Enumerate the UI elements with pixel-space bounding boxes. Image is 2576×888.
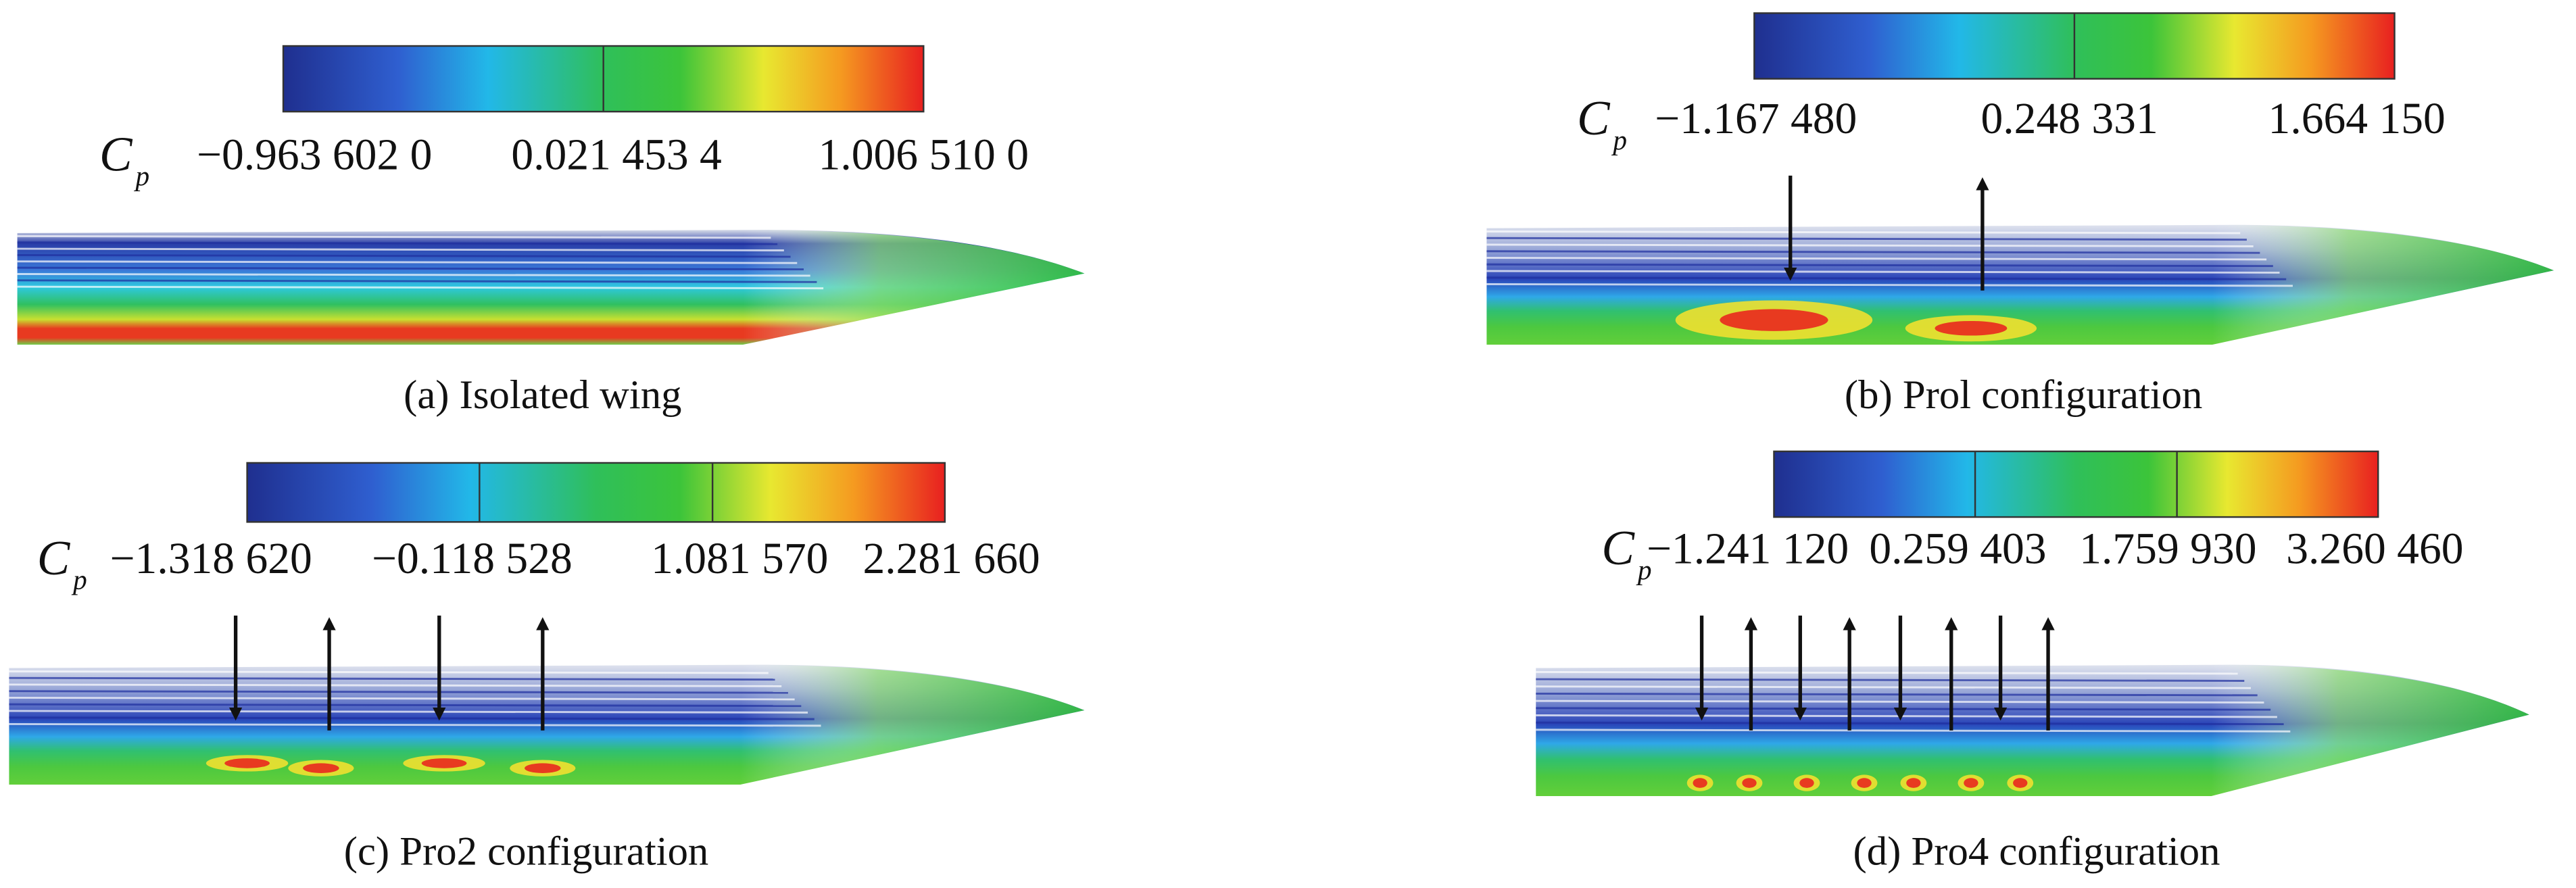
colorbar-label: 1.006 510 0 <box>819 131 1029 180</box>
streamline <box>9 670 769 674</box>
colorbar-label: −1.241 120 <box>1647 525 1849 574</box>
streamline <box>9 722 821 727</box>
streamline <box>17 247 784 251</box>
streamline <box>1536 721 2284 726</box>
colorbar-label: 0.021 453 4 <box>511 131 721 180</box>
colorbar-label: −0.118 528 <box>372 535 573 583</box>
colorbar-label: 1.759 930 <box>2079 525 2256 574</box>
colorbar-label: 0.248 331 <box>1981 95 2158 143</box>
streamline <box>1486 257 2267 261</box>
pressure-core <box>1935 320 2008 336</box>
streamline <box>1486 276 2287 280</box>
cp-subscript: p <box>133 160 149 191</box>
colorbar <box>246 462 946 523</box>
colorbar-label: −1.318 620 <box>110 535 312 583</box>
cp-subscript: p <box>1636 554 1652 585</box>
streamline <box>9 683 782 687</box>
cp-symbol: C <box>1601 520 1635 575</box>
colorbar-label: 3.260 460 <box>2286 525 2463 574</box>
streamline <box>9 710 808 714</box>
streamline <box>17 235 771 239</box>
colorbar-label: 1.664 150 <box>2268 95 2446 143</box>
pressure-core <box>1799 778 1814 788</box>
pressure-core <box>1720 309 1828 331</box>
pressure-core <box>2013 778 2028 788</box>
streamline <box>17 266 804 271</box>
cp-symbol: C <box>37 531 71 585</box>
wing-tip <box>2211 664 2529 796</box>
caption: (d) Pro4 configuration <box>1853 829 2220 874</box>
streamline <box>1486 250 2260 254</box>
streamline <box>9 703 802 708</box>
colorbar <box>1773 450 2379 518</box>
streamline <box>9 690 788 694</box>
streamline <box>1536 685 2252 689</box>
streamline <box>17 279 817 283</box>
streamline <box>1486 270 2280 274</box>
cp-symbol: C <box>99 126 133 181</box>
streamline <box>9 716 815 720</box>
pressure-core <box>421 758 467 768</box>
wing-tip <box>740 664 1085 785</box>
streamline <box>1536 670 2238 675</box>
streamline <box>1486 243 2254 247</box>
wing-tip <box>2212 224 2554 345</box>
caption: (a) Isolated wing <box>404 372 681 418</box>
streamline <box>17 273 810 277</box>
streamline <box>9 676 775 681</box>
pressure-core <box>224 758 270 768</box>
caption: (b) Prol configuration <box>1845 372 2202 418</box>
cp-symbol: C <box>1577 91 1611 145</box>
streamline <box>1486 230 2241 235</box>
streamline <box>1536 678 2245 682</box>
pressure-core <box>1693 778 1707 788</box>
wing-tip <box>743 230 1085 345</box>
caption: (c) Pro2 configuration <box>344 829 709 874</box>
colorbar-label: 0.259 403 <box>1869 525 2046 574</box>
pressure-core <box>525 763 561 773</box>
streamline <box>1486 283 2293 287</box>
streamline <box>9 696 795 701</box>
pressure-core <box>1906 778 1921 788</box>
streamline <box>1536 692 2258 697</box>
streamline <box>17 285 824 290</box>
streamline <box>17 253 791 258</box>
colorbar-label: 1.081 570 <box>651 535 828 583</box>
pressure-core <box>1964 778 1978 788</box>
pressure-core <box>1742 778 1757 788</box>
colorbar-label: −1.167 480 <box>1655 95 1857 143</box>
cp-subscript: p <box>1611 124 1627 155</box>
streamline <box>17 241 778 245</box>
streamline <box>1536 729 2291 733</box>
colorbar-label: −0.963 602 0 <box>197 131 432 180</box>
cp-subscript: p <box>71 564 87 595</box>
pressure-core <box>1857 778 1872 788</box>
streamline <box>1486 237 2247 241</box>
pressure-core <box>303 763 339 773</box>
colorbar-label: 2.281 660 <box>862 535 1040 583</box>
streamline <box>1486 263 2273 268</box>
streamline <box>17 260 798 264</box>
